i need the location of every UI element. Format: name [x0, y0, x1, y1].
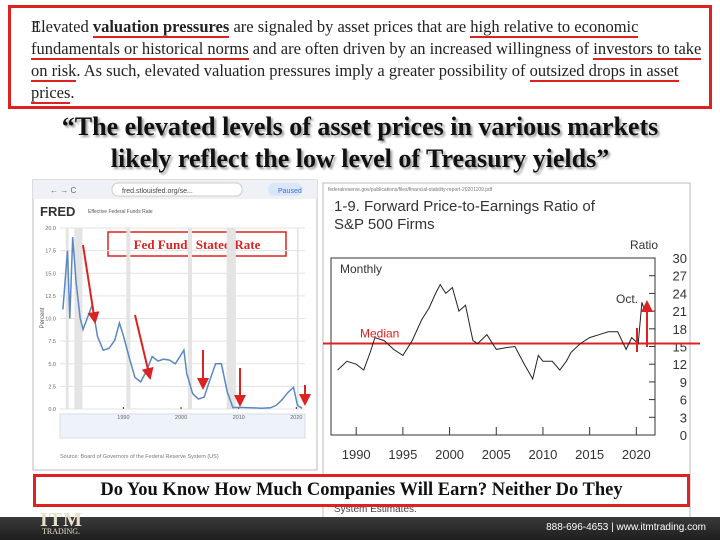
y-axis-label: Ratio: [630, 238, 658, 252]
text: investors to take on risk: [31, 39, 702, 82]
quote-box: 1. Elevated valuation pressures are sign…: [8, 5, 712, 109]
median-label: Median: [360, 327, 399, 341]
text: outsized drops in asset prices: [31, 61, 679, 104]
range-slider: [59, 413, 306, 439]
y-tick-label: 2.5: [48, 384, 56, 390]
y-tick-label: 0.0: [48, 407, 56, 413]
y-tick-label: 24: [673, 286, 687, 301]
fred-logo: FRED: [40, 204, 75, 219]
y-tick-label: 21: [673, 304, 687, 319]
series-label: Monthly: [340, 262, 382, 276]
list-number: 1.: [33, 17, 46, 36]
pdf-url: federalreserve.gov/publications/files/fi…: [328, 187, 493, 193]
y-tick-label: 18: [673, 322, 687, 337]
text: . As such, elevated valuation pressures …: [76, 61, 530, 80]
text: high relative to economic fundamentals o…: [31, 17, 639, 60]
x-tick-label: 1995: [388, 447, 417, 462]
text: and are often driven by an increased wil…: [248, 39, 594, 58]
y-tick-label: 12: [673, 357, 687, 372]
text: Elevated: [31, 17, 93, 36]
quote-text: 1. Elevated valuation pressures are sign…: [31, 16, 705, 104]
screenshot-frame: [322, 182, 691, 519]
url-bar: [111, 182, 243, 197]
x-tick-label: 2010: [528, 447, 557, 462]
y-tick-label: 7.5: [48, 339, 56, 345]
x-tick-label: 2010: [233, 415, 245, 421]
line: [337, 283, 647, 381]
y-tick-label: 27: [673, 269, 687, 284]
annotation-arrow: [134, 314, 154, 380]
y-tick-label: 9: [680, 375, 687, 390]
y-tick-label: 20.0: [45, 226, 56, 232]
chart-title: S&P 500 Firms: [334, 216, 435, 233]
chart-title: Effective Federal Funds Rate: [88, 209, 153, 215]
status-pill: [268, 183, 302, 196]
x-tick-label: 2000: [175, 415, 187, 421]
text: valuation pressures: [92, 17, 230, 38]
source: System Estimates.: [334, 504, 417, 515]
y-tick-label: 15: [673, 340, 687, 355]
url: fred.stlouisfed.org/se...: [122, 188, 193, 195]
logo: ITM: [40, 509, 83, 531]
y-tick-label: 12.5: [45, 294, 56, 300]
text: are signaled by asset prices that are: [229, 17, 471, 36]
x-tick-label: 1990: [117, 415, 129, 421]
banner: Do You Know How Much Companies Will Earn…: [33, 474, 690, 507]
annotation-box: [107, 231, 287, 257]
y-tick-label: 15.0: [45, 271, 56, 277]
y-tick-label: 17.5: [45, 249, 56, 255]
status: Paused: [278, 188, 302, 195]
y-tick-label: 30: [673, 251, 687, 266]
y-tick-label: 10.0: [45, 317, 56, 323]
logo-sub: TRADING.: [42, 527, 80, 536]
x-tick-label: 2005: [482, 447, 511, 462]
x-tick-label: 2020: [622, 447, 651, 462]
footer: ITM TRADING. 888-696-4653 | www.itmtradi…: [0, 509, 720, 540]
point-label: Oct.: [616, 292, 638, 306]
y-axis-label: Percent: [40, 307, 46, 328]
x-tick-label: 2000: [435, 447, 464, 462]
headline: “The elevated levels of asset prices in …: [61, 112, 659, 141]
x-tick-label: 2020: [290, 415, 302, 421]
x-tick-label: 2015: [575, 447, 604, 462]
chart-title: 1-9. Forward Price-to-Earnings Ratio of: [334, 198, 596, 215]
annotation-arrow: [82, 244, 100, 324]
y-tick-label: 5.0: [48, 362, 56, 368]
x-tick-label: 1990: [342, 447, 371, 462]
text: .: [70, 83, 75, 102]
y-tick-label: 6: [680, 393, 687, 408]
y-tick-label: 0: [680, 428, 687, 443]
contact: 888-696-4653 | www.itmtrading.com: [546, 522, 706, 533]
source: Source: Board of Governors of the Federa…: [60, 454, 219, 460]
annotation: Fed Funds Stated Rate: [134, 237, 261, 252]
y-tick-label: 3: [680, 410, 687, 425]
headline: likely reflect the low level of Treasury…: [110, 144, 610, 173]
nav-icons: ← → C: [50, 186, 76, 195]
